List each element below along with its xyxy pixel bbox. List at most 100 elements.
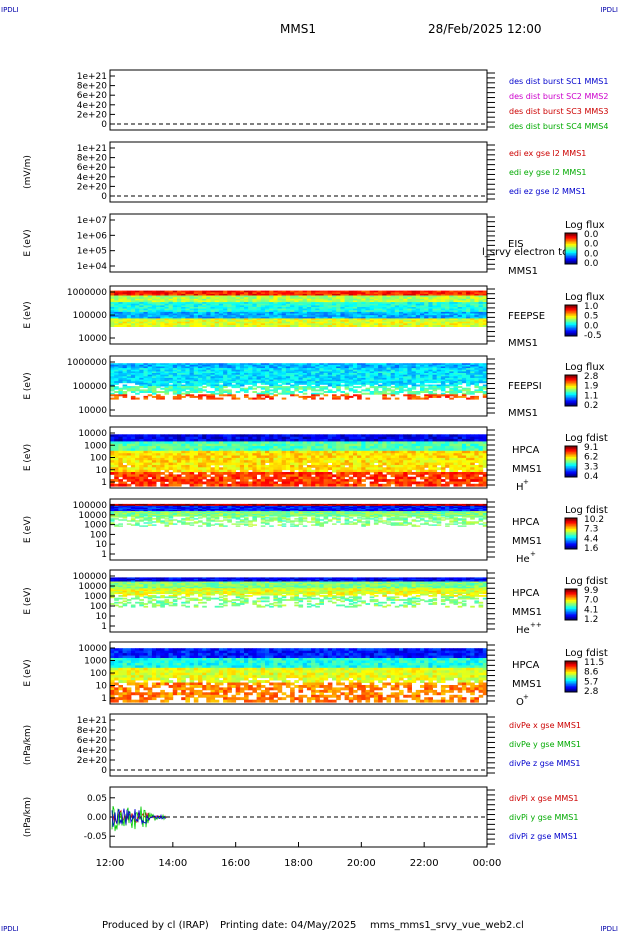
- heatmap-cell-3: [168, 308, 174, 311]
- heatmap-cell-4: [340, 376, 345, 379]
- heatmap-cell-4: [248, 381, 253, 384]
- heatmap-cell-3: [474, 290, 479, 293]
- heatmap-cell-4: [294, 387, 299, 390]
- heatmap-cell-5: [244, 467, 249, 471]
- heatmap-cell-5: [290, 453, 295, 456]
- heatmap-cell-4: [227, 377, 232, 380]
- heatmap-cell-5: [114, 476, 119, 480]
- heatmap-cell-3: [415, 315, 421, 318]
- heatmap-cell-3: [239, 318, 245, 321]
- heatmap-cell-3: [436, 302, 442, 305]
- heatmap-cell-5: [160, 457, 165, 461]
- heatmap-cell-4: [223, 371, 228, 374]
- heatmap-cell-3: [298, 293, 304, 296]
- heatmap-cell-5: [181, 460, 186, 463]
- heatmap-cell-4: [181, 377, 186, 380]
- colorbar-cell-2: [565, 257, 577, 260]
- heatmap-cell-4: [290, 391, 295, 393]
- heatmap-cell-3: [357, 318, 362, 321]
- heatmap-cell-4: [126, 377, 132, 380]
- heatmap-cell-3: [478, 305, 484, 308]
- heatmap-cell-3: [394, 292, 400, 295]
- heatmap-cell-5: [185, 448, 190, 452]
- heatmap-cell-3: [206, 325, 211, 327]
- colorbar-cell-4: [565, 390, 577, 393]
- heatmap-cell-5: [248, 453, 253, 456]
- heatmap-cell-4: [315, 376, 320, 379]
- heatmap-cell-4: [110, 371, 115, 374]
- heatmap-cell-3: [126, 300, 132, 303]
- heatmap-cell-3: [244, 292, 249, 295]
- ytick-label-2: 1e+05: [77, 247, 107, 257]
- heatmap-cell-5: [323, 457, 329, 461]
- heatmap-cell-4: [353, 371, 358, 374]
- heatmap-cell-5: [223, 460, 228, 463]
- colorbar-cell-2: [565, 262, 577, 265]
- heatmap-cell-5: [248, 443, 253, 447]
- heatmap-cell-5: [336, 483, 341, 487]
- heatmap-cell-5: [135, 467, 140, 471]
- heatmap-cell-5: [294, 439, 299, 442]
- heatmap-cell-5: [206, 457, 211, 461]
- heatmap-cell-5: [198, 479, 203, 482]
- heatmap-cell-3: [340, 305, 345, 308]
- heatmap-cell-3: [357, 300, 362, 303]
- heatmap-cell-3: [143, 325, 149, 327]
- heatmap-cell-4: [214, 364, 220, 367]
- heatmap-cell-4: [365, 366, 371, 369]
- heatmap-cell-4: [285, 369, 291, 372]
- heatmap-cell-4: [256, 395, 262, 398]
- heatmap-cell-3: [378, 307, 383, 309]
- heatmap-cell-5: [319, 465, 324, 468]
- heatmap-cell-3: [277, 323, 283, 326]
- ytick-label-3: 100000: [73, 311, 108, 321]
- heatmap-cell-4: [273, 394, 278, 397]
- heatmap-cell-4: [252, 397, 257, 400]
- heatmap-cell-3: [139, 300, 144, 303]
- heatmap-cell-5: [244, 462, 249, 466]
- heatmap-cell-4: [143, 395, 149, 398]
- heatmap-cell-3: [466, 297, 471, 300]
- heatmap-cell-3: [122, 292, 128, 295]
- heatmap-cell-5: [202, 443, 207, 447]
- heatmap-cell-3: [218, 325, 224, 327]
- heatmap-cell-4: [223, 366, 228, 369]
- heatmap-cell-3: [231, 292, 237, 295]
- heatmap-cell-4: [139, 369, 144, 372]
- heatmap-cell-5: [315, 460, 320, 463]
- heatmap-cell-3: [290, 297, 295, 300]
- heatmap-cell-3: [281, 297, 287, 300]
- heatmap-cell-3: [298, 295, 304, 298]
- heatmap-cell-5: [139, 457, 144, 461]
- legend-entry-0: des dist burst SC4 MMS4: [509, 122, 608, 131]
- heatmap-cell-3: [122, 321, 128, 324]
- heatmap-cell-4: [210, 386, 216, 389]
- heatmap-cell-3: [260, 310, 266, 313]
- heatmap-cell-5: [210, 446, 216, 449]
- heatmap-cell-3: [130, 321, 136, 324]
- heatmap-cell-3: [239, 323, 245, 326]
- heatmap-cell-5: [256, 479, 262, 482]
- heatmap-cell-5: [130, 439, 136, 442]
- heatmap-cell-3: [164, 313, 170, 316]
- heatmap-cell-3: [248, 310, 253, 313]
- heatmap-cell-5: [269, 436, 274, 440]
- heatmap-cell-4: [348, 366, 354, 369]
- heatmap-cell-5: [273, 439, 278, 442]
- heatmap-cell-3: [151, 323, 157, 326]
- colorbar-cell-2: [565, 256, 577, 259]
- heatmap-cell-4: [407, 363, 412, 366]
- heatmap-cell-3: [361, 297, 366, 300]
- heatmap-cell-4: [172, 384, 178, 387]
- heatmap-cell-5: [143, 439, 149, 442]
- heatmap-cell-5: [294, 483, 299, 487]
- heatmap-cell-5: [319, 434, 324, 438]
- heatmap-cell-4: [445, 366, 450, 369]
- heatmap-cell-4: [227, 394, 232, 397]
- heatmap-cell-4: [130, 371, 136, 374]
- heatmap-cell-4: [344, 368, 350, 371]
- heatmap-cell-3: [126, 323, 132, 326]
- heatmap-cell-5: [336, 481, 341, 485]
- heatmap-cell-5: [164, 448, 170, 452]
- heatmap-cell-4: [202, 366, 207, 369]
